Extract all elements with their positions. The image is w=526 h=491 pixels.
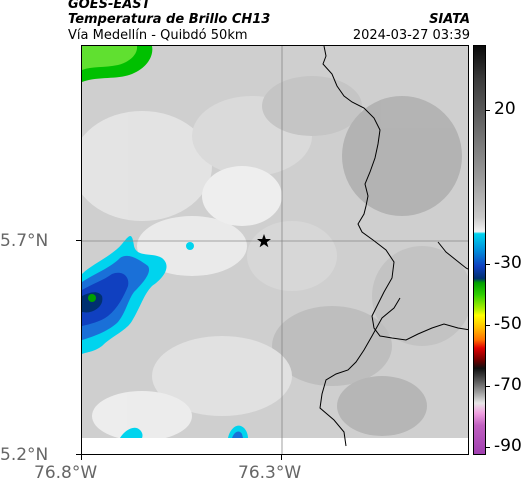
colorbar-tick-neg30: [485, 264, 490, 265]
star-icon: [257, 234, 271, 248]
colorbar-label-neg50: -50: [494, 314, 522, 334]
lat-label-5.2: 5.2°N: [0, 445, 49, 465]
colorbar-tick-neg70: [485, 386, 490, 387]
colorbar-label-neg90: -90: [494, 436, 522, 456]
lon-tick-76.8: [81, 455, 82, 460]
colorbar-label-20: 20: [494, 99, 516, 119]
colorbar-tick-20: [485, 110, 490, 111]
satellite-map: [81, 45, 469, 455]
colorbar-tick-neg50: [485, 325, 490, 326]
route-subtitle: Vía Medellín - Quibdó 50km: [68, 28, 248, 43]
colorbar-label-neg30: -30: [494, 253, 522, 273]
product-title: Temperatura de Brillo CH13: [68, 12, 271, 27]
border-line: [319, 297, 401, 447]
colorbar-label-neg70: -70: [494, 375, 522, 395]
timestamp-label: 2024-03-27 03:39: [352, 28, 470, 43]
cold-cloud-top: [82, 46, 153, 82]
agency-label: SIATA: [429, 12, 470, 27]
cold-cloud-left: [82, 236, 194, 354]
colorbar-tick-neg90: [485, 447, 490, 448]
coastline: [322, 46, 468, 341]
lat-tick-5.7: [76, 240, 81, 241]
lat-tick-5.2: [76, 454, 81, 455]
lat-label-5.7: 5.7°N: [0, 231, 49, 251]
lon-tick-76.3: [281, 455, 282, 460]
coastline-east: [437, 241, 468, 270]
colorbar: [473, 45, 486, 455]
cloud-texture: [82, 76, 468, 441]
lon-label-76.8: 76.8°W: [34, 463, 98, 483]
no-data-strip: [82, 438, 468, 454]
satellite-title: GOES-EAST: [68, 0, 151, 12]
graticule: [82, 46, 468, 454]
lon-label-76.3: 76.3°W: [238, 463, 302, 483]
cold-cloud-bottom: [120, 425, 248, 438]
map-svg: [82, 46, 468, 454]
